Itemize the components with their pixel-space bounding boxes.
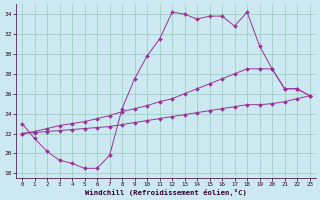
X-axis label: Windchill (Refroidissement éolien,°C): Windchill (Refroidissement éolien,°C) bbox=[85, 189, 247, 196]
